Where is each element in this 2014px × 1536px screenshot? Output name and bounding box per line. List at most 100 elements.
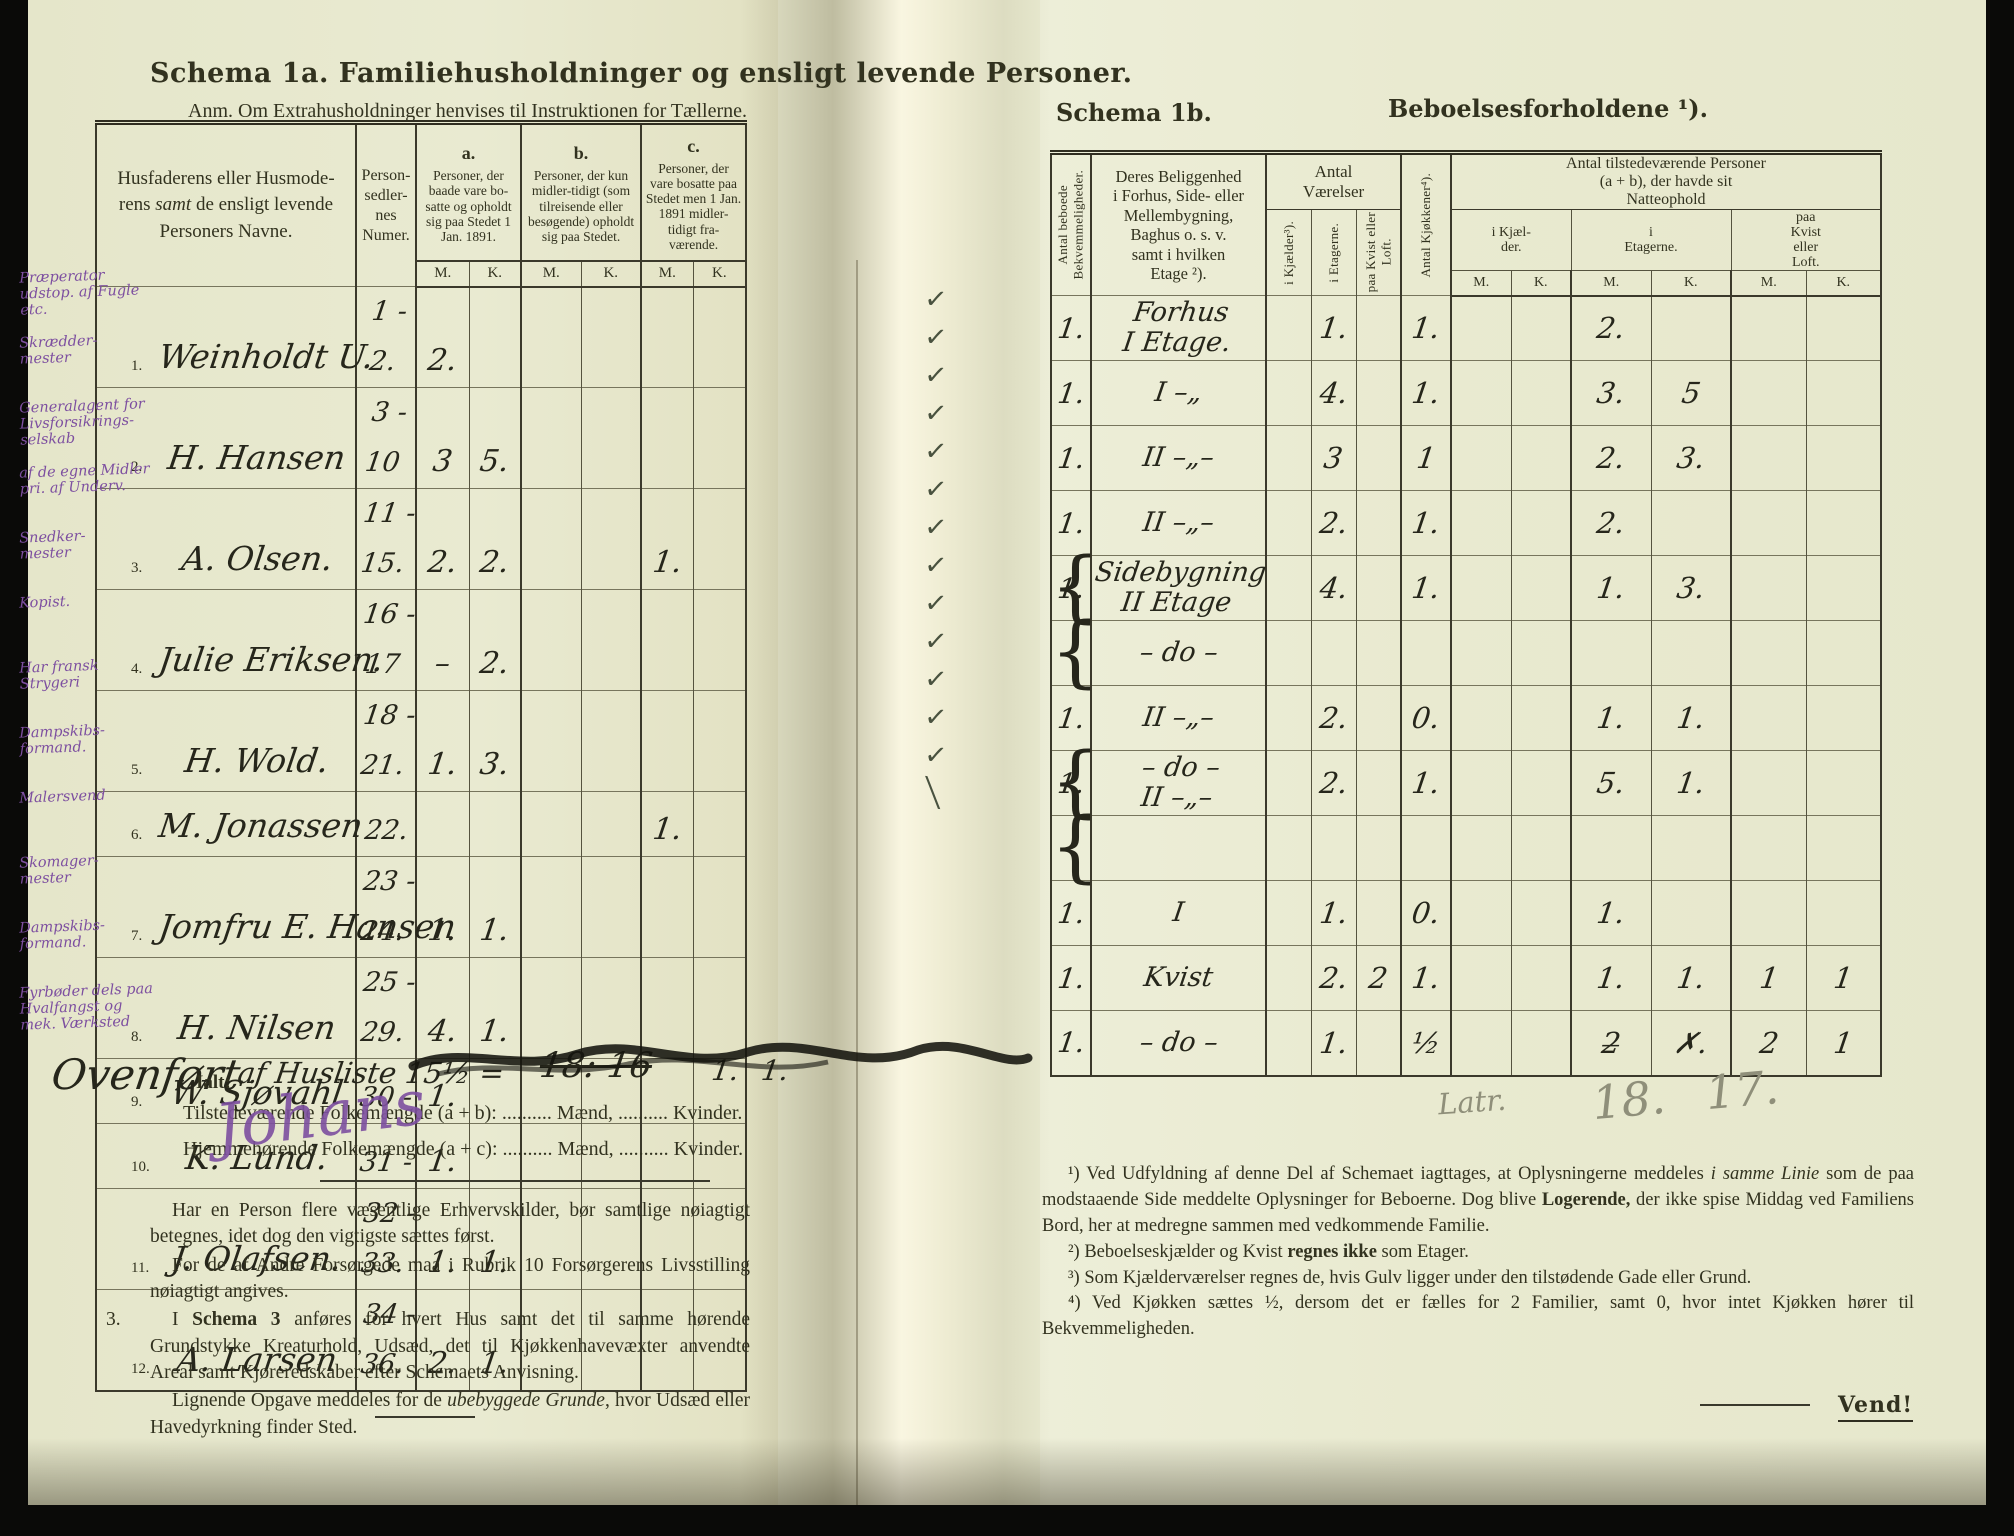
printed-row-number: 3. xyxy=(131,560,143,576)
table-row: 2. H. Hansen 3 - 10 3 5. xyxy=(96,387,747,489)
c-female-cell xyxy=(692,1058,747,1124)
name-cell: 4. Julie Eriksen. xyxy=(96,589,386,691)
pers-kjaelder-female-cell xyxy=(1510,555,1571,621)
handwritten-brace: { xyxy=(1050,607,1100,698)
pers-kjaelder-female-cell xyxy=(1510,490,1571,556)
table-row: 1. I 1. 0. 1. xyxy=(1051,880,1882,946)
table-row: 8. H. Nilsen 25 - 29. 4. 1. xyxy=(96,957,747,1059)
table-row: 12. A. Larsen 34 - 36. 2. 1. xyxy=(96,1289,747,1391)
b-male-cell xyxy=(520,957,582,1059)
pers-kjaelder-male-cell xyxy=(1450,880,1511,946)
pers-etagerne-female-cell: 5 xyxy=(1650,360,1731,426)
b-male-cell xyxy=(520,1289,582,1391)
a-male-cell: 1. xyxy=(415,690,469,792)
antal-vaerelser-group-header: Antal Værelser xyxy=(1265,152,1401,210)
b-female-cell xyxy=(580,791,642,857)
pers-etagerne-female-cell: 1. xyxy=(1650,750,1731,816)
pers-kjaelder-male-header: M. xyxy=(1450,270,1511,297)
right-page-schema-label: Schema 1b. xyxy=(1056,98,1212,127)
checkmark-icon: ✓ xyxy=(922,510,949,545)
pers-kvist-male-header: M. xyxy=(1730,270,1806,297)
beliggenhed-cell: Sidebygning II Etage xyxy=(1090,555,1268,621)
instruction-paragraph-4: Lignende Opgave meddeles for de ubebygge… xyxy=(150,1390,750,1438)
column-b-letter: b. xyxy=(573,143,589,164)
personseddel-number-cell: 22. xyxy=(355,791,416,857)
bekvemmelighed-count-cell: { xyxy=(1050,808,1100,886)
b-female-cell xyxy=(580,1188,642,1290)
printed-row-number: 7. xyxy=(131,928,143,944)
vaerelser-kjaelder-cell xyxy=(1265,815,1311,881)
pers-etagerne-female-cell: ✗. xyxy=(1650,1010,1731,1076)
bekvemmelighed-count-cell: 1. xyxy=(1051,295,1091,361)
a-male-cell: 3 xyxy=(415,387,469,489)
beliggenhed-cell: II –„– xyxy=(1090,490,1266,556)
vaerelser-kvist-cell xyxy=(1355,815,1401,881)
beliggenhed-cell: II –„– xyxy=(1090,425,1266,491)
logerende-bold: Logerende, xyxy=(1541,1189,1631,1210)
occupation-note: Dampskibs- formand. xyxy=(18,722,106,758)
vaerelser-kvist-cell xyxy=(1355,1010,1401,1076)
b-male-cell xyxy=(520,690,582,792)
pers-kjaelder-male-cell xyxy=(1450,360,1511,426)
handwritten-brace: { xyxy=(1050,802,1100,893)
table-row: 6. M. Jonassen 22. 1. xyxy=(96,791,747,857)
personseddel-number-cell: 25 - 29. xyxy=(355,957,418,1059)
vaerelser-etagerne-cell: 4. xyxy=(1310,555,1356,621)
vaerelser-kvist-cell xyxy=(1355,555,1401,621)
pers-kjaelder-female-cell xyxy=(1510,880,1571,946)
pers-kjaelder-female-cell xyxy=(1510,620,1571,686)
printed-row-number: 9. xyxy=(131,1094,143,1110)
beliggenhed-cell xyxy=(1090,815,1266,881)
name-cell: 10. K. Lund. xyxy=(96,1123,356,1189)
kjoekkener-cell: 0. xyxy=(1400,685,1451,751)
occupation-note: Fyrbøder dels paa Hvalfangst og mek. Vær… xyxy=(18,980,154,1035)
kjoekkener-cell: 1. xyxy=(1400,360,1451,426)
column-b-description: Personer, der kun midler-tidigt (som til… xyxy=(527,168,635,245)
c-female-cell xyxy=(692,957,747,1059)
beliggenhed-cell: I xyxy=(1090,880,1266,946)
kjoekkener-cell: 1. xyxy=(1400,295,1451,361)
end-rule-right xyxy=(1700,1404,1810,1406)
printed-row-number: 2. xyxy=(131,459,143,475)
vaerelser-kjaelder-cell xyxy=(1265,490,1311,556)
b-male-cell xyxy=(520,856,582,958)
vaerelser-kjaelder-cell xyxy=(1265,620,1311,686)
beliggenhed-cell: I –„ xyxy=(1090,360,1266,426)
c-female-cell xyxy=(692,488,747,590)
personseddel-number-cell: 34 - 36. xyxy=(355,1289,418,1391)
checkmark-icon: ✓ xyxy=(922,472,949,507)
pers-etagerne-male-header: M. xyxy=(1570,270,1651,297)
c-female-cell xyxy=(692,690,747,792)
b-male-cell xyxy=(520,1188,582,1290)
a-female-cell: 1. xyxy=(468,957,522,1059)
footnote-3: ³) Som Kjælderværelser regnes de, hvis G… xyxy=(1068,1267,1752,1288)
household-table: Husfaderens eller Husmode- rens samt de … xyxy=(95,120,748,1392)
occupation-note: Skomager- mester xyxy=(18,852,99,888)
instructions-block: Har en Person flere væsentlige Erhvervsk… xyxy=(106,1198,750,1443)
kjoekkener-cell: 1. xyxy=(1400,490,1451,556)
bekvemmelighed-count-cell: 1. xyxy=(1051,685,1091,751)
b-male-cell xyxy=(520,1123,582,1189)
occupation-note: Skrædder- mester xyxy=(18,332,98,368)
pers-etagerne-female-cell: 1. xyxy=(1650,945,1731,1011)
a-male-cell: 2. xyxy=(415,1289,469,1391)
footnote-2: ²) Beboelseskjælder og Kvist regnes ikke… xyxy=(1068,1241,1469,1262)
a-male-cell: 1. xyxy=(415,856,469,958)
table-row: 7. Jomfru E. Hansen 23 - 24. 1. 1. xyxy=(96,856,747,958)
pers-kjaelder-male-cell xyxy=(1450,490,1511,556)
instruction-paragraph-2: For de af Andre Forsørgede maa i Rubrik … xyxy=(150,1254,750,1302)
vaerelser-kjaelder-cell xyxy=(1265,295,1311,361)
vaerelser-kvist-cell xyxy=(1355,425,1401,491)
pers-kvist-male-cell xyxy=(1730,880,1806,946)
personseddel-number-cell: 31 - xyxy=(355,1123,416,1189)
vaerelser-kvist-cell xyxy=(1355,620,1401,686)
footnotes-block: ¹) Ved Udfyldning af denne Del af Schema… xyxy=(1042,1162,1914,1343)
column-c-letter: c. xyxy=(687,135,700,156)
pers-kvist-male-cell xyxy=(1730,555,1806,621)
pers-kvist-female-cell xyxy=(1805,490,1882,556)
ubebyggede-italic: ubebyggede Grunde xyxy=(447,1390,605,1412)
pers-kjaelder-male-cell xyxy=(1450,295,1511,361)
a-female-cell xyxy=(468,286,522,388)
vaerelser-kvist-cell xyxy=(1355,685,1401,751)
bekvemmelighed-count-cell: 1. xyxy=(1051,490,1091,556)
